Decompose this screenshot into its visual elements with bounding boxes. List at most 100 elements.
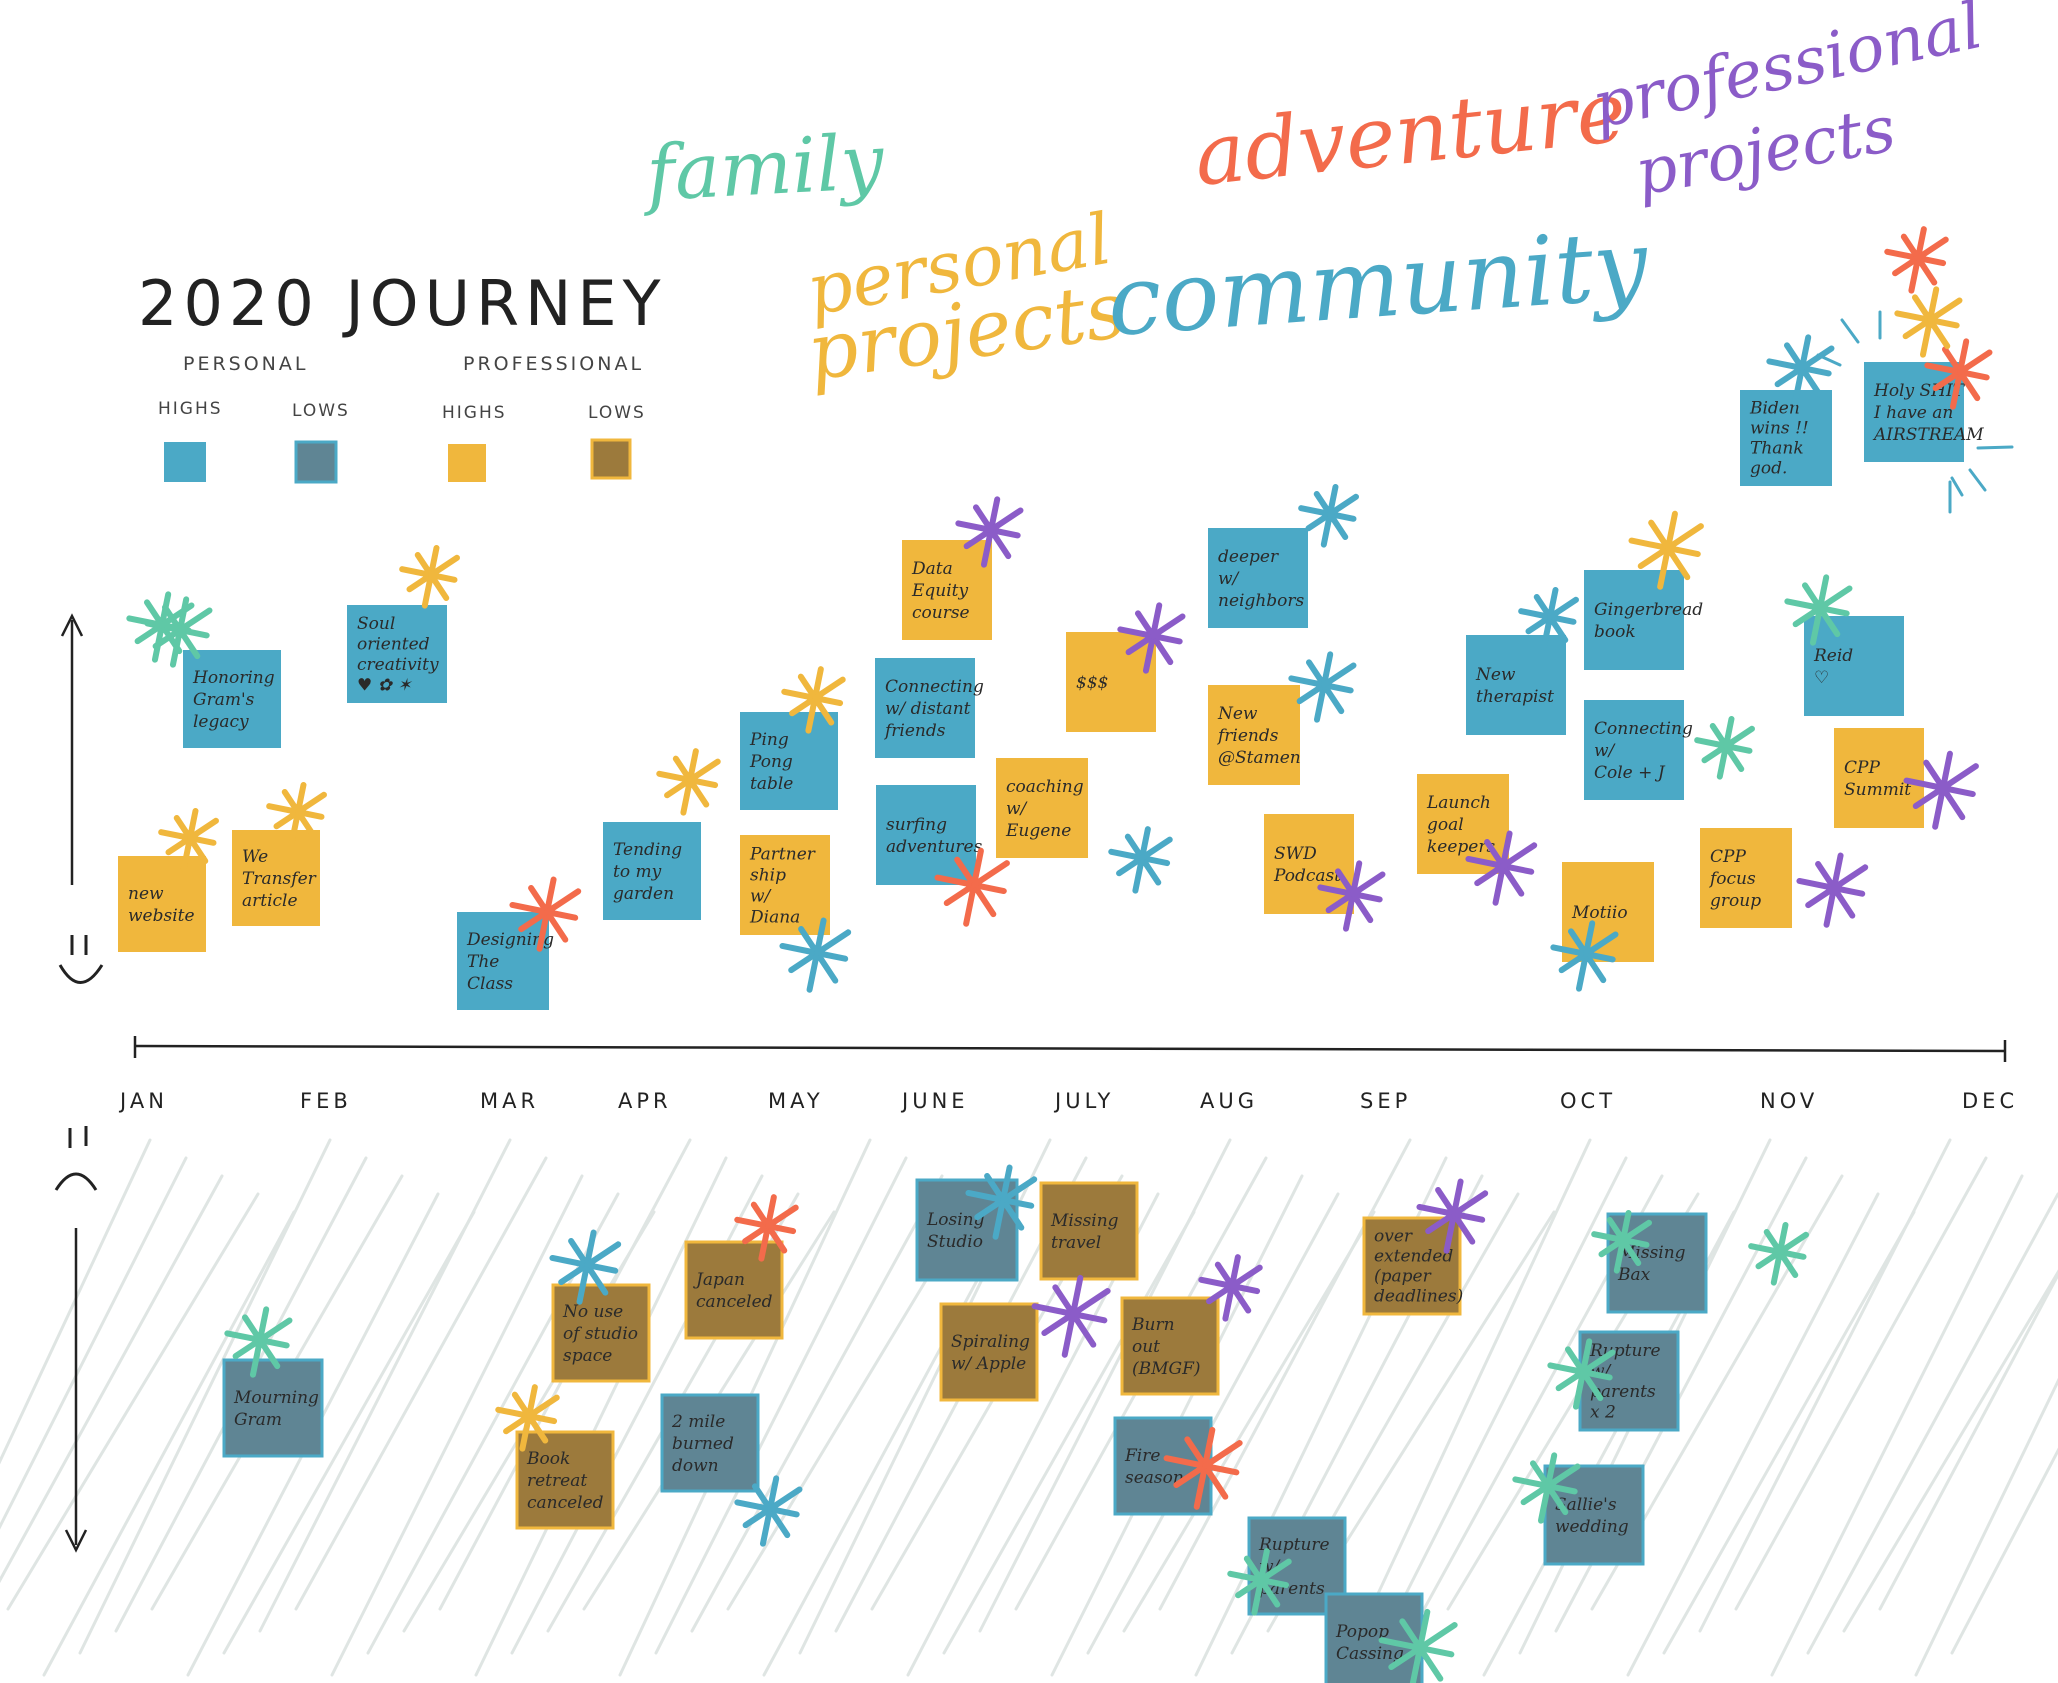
sticky-note-line: The	[467, 952, 499, 972]
legend-professional-label: PROFESSIONAL	[463, 353, 644, 375]
category-labels: family personal projects adventure commu…	[639, 0, 1989, 399]
starburst-icon	[1108, 826, 1173, 894]
sticky-note-line: Biden	[1749, 399, 1800, 419]
sticky-note-line: space	[563, 1346, 612, 1366]
sticky-note-background	[875, 658, 975, 758]
legend: PERSONAL PROFESSIONAL HIGHS LOWS HIGHS L…	[158, 353, 646, 484]
starburst-icon	[656, 748, 721, 816]
sticky-note-line: neighbors	[1218, 591, 1305, 611]
month-label: MAR	[480, 1089, 539, 1113]
hatch-line	[762, 1210, 1016, 1677]
sticky-note-line: course	[912, 603, 970, 623]
sticky-note-line: $$$	[1076, 673, 1108, 693]
sticky-note-line: of studio	[563, 1324, 638, 1344]
hatch-line	[6, 1192, 260, 1611]
starburst-icon	[495, 1384, 560, 1452]
sticky-note-background	[1584, 700, 1684, 800]
sticky-note-line: w/	[1594, 741, 1617, 761]
sticky-note-line: Transfer	[242, 869, 317, 889]
starburst-icon	[1591, 1209, 1653, 1274]
sticky-note-line: w/	[750, 886, 773, 906]
sticky-note-line: deeper	[1218, 547, 1279, 567]
sticky-note-line: canceled	[696, 1292, 773, 1312]
sticky-note-line: Ping	[749, 730, 789, 750]
hatch-line	[654, 1156, 908, 1655]
sticky-note-line: Reid	[1813, 646, 1853, 666]
month-label: OCT	[1560, 1089, 1616, 1113]
legend-swatch-professional-low	[590, 438, 632, 480]
hatch-line	[0, 1138, 152, 1465]
sticky-note-line: (BMGF)	[1132, 1359, 1201, 1379]
hatch-line	[978, 1138, 1232, 1633]
starburst-icon	[1163, 1426, 1243, 1510]
starburst-icon	[224, 1306, 293, 1378]
month-label: JUNE	[900, 1089, 969, 1113]
sticky-note-line: surfing	[886, 815, 947, 835]
sticky-note-line: ♥ ✿ ✶	[357, 676, 413, 696]
sticky-note-line: I have an	[1873, 403, 1953, 423]
sticky-note-background	[1466, 635, 1566, 735]
sticky-note-line: adventures	[886, 837, 983, 857]
hatch-line	[1770, 1174, 2024, 1677]
sticky-note-line: Bax	[1617, 1265, 1651, 1285]
sticky-note-line: CPP	[1844, 758, 1880, 778]
sticky-note-line: w/ distant	[885, 699, 971, 719]
sticky-note-line: (paper	[1374, 1267, 1432, 1287]
sticky-note-background	[118, 856, 206, 952]
month-label: FEB	[300, 1089, 352, 1113]
sticky-note-line: goal	[1427, 815, 1464, 835]
sticky-note-background	[1039, 1181, 1139, 1281]
sticky-note-line: Diana	[749, 907, 800, 927]
starburst-icon	[734, 1194, 799, 1262]
sticky-note-line: Pong	[749, 752, 793, 772]
sticky-note-line: creativity	[357, 655, 439, 675]
sticky-note: Reid♡	[1804, 616, 1904, 716]
sticky-note-line: Thank	[1750, 439, 1804, 459]
sticky-note-line: Sallie's	[1555, 1495, 1617, 1515]
sticky-note-line: Launch	[1426, 793, 1491, 813]
hatch-line	[330, 1174, 584, 1677]
starburst-icon	[1550, 920, 1619, 992]
starburst-icon	[266, 781, 328, 846]
sticky-note-line: canceled	[527, 1493, 604, 1513]
sticky-note-line: over	[1374, 1227, 1413, 1247]
sticky-note-line: We	[242, 847, 268, 867]
sticky-note-background	[1264, 814, 1354, 914]
sticky-note-background	[1208, 685, 1300, 785]
sticky-note-background	[1362, 1216, 1462, 1316]
sticky-note-line: Class	[467, 974, 513, 994]
sticky-note-background	[1208, 528, 1308, 628]
starburst-icon	[1884, 226, 1949, 294]
sticky-note-line: new	[128, 884, 164, 904]
sticky-note: Motiio	[1562, 862, 1654, 962]
starburst-icon	[1796, 852, 1869, 928]
starburst-icon	[1198, 1254, 1263, 1322]
sparkle-lines	[1816, 310, 2014, 514]
sticky-note-line: therapist	[1476, 687, 1554, 707]
legend-item-label: HIGHS	[442, 403, 507, 423]
starburst-icon	[1748, 1221, 1810, 1286]
starburst-icon	[1378, 1608, 1458, 1683]
sticky-note-line: 2 mile	[671, 1412, 725, 1432]
hatch-line	[222, 1210, 476, 1655]
sticky-note-background	[939, 1302, 1039, 1402]
sticky-note-line: Honoring	[192, 668, 275, 688]
legend-item-label: LOWS	[588, 403, 646, 423]
sticky-note-line: Popop	[1335, 1622, 1389, 1642]
hatch-line	[258, 1138, 512, 1633]
starburst-icon	[1117, 602, 1186, 674]
legend-item-label: LOWS	[292, 401, 350, 421]
sticky-note-line: AIRSTREAM	[1872, 425, 1984, 445]
sticky-note-line: garden	[613, 884, 674, 904]
